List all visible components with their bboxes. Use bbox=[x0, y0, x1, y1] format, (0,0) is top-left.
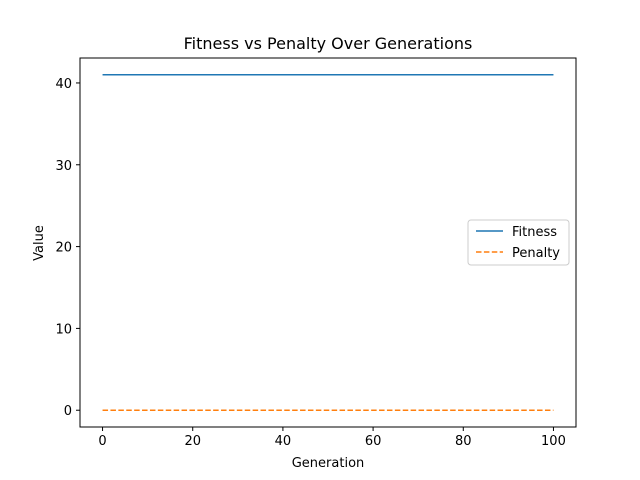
x-axis: 0 20 40 60 80 100 bbox=[98, 427, 566, 449]
chart-title: Fitness vs Penalty Over Generations bbox=[184, 34, 473, 53]
x-tick-label: 0 bbox=[98, 434, 106, 449]
x-tick-label: 100 bbox=[541, 434, 566, 449]
y-axis-label: Value bbox=[32, 225, 47, 261]
plot-frame bbox=[79, 57, 577, 428]
legend-label-penalty: Penalty bbox=[512, 246, 560, 261]
y-tick-label: 10 bbox=[55, 322, 72, 337]
y-axis: 0 10 20 30 40 bbox=[55, 77, 80, 419]
y-tick-label: 30 bbox=[55, 159, 72, 174]
x-tick-label: 20 bbox=[184, 434, 201, 449]
x-tick-label: 60 bbox=[365, 434, 382, 449]
legend: Fitness Penalty bbox=[467, 219, 570, 266]
y-tick-label: 20 bbox=[55, 241, 72, 256]
x-tick-label: 80 bbox=[455, 434, 472, 449]
plot-area bbox=[102, 74, 554, 411]
y-tick-label: 40 bbox=[55, 77, 72, 92]
x-tick-label: 40 bbox=[275, 434, 292, 449]
legend-label-fitness: Fitness bbox=[512, 225, 557, 240]
y-tick-label: 0 bbox=[64, 404, 72, 419]
x-axis-label: Generation bbox=[292, 456, 365, 471]
